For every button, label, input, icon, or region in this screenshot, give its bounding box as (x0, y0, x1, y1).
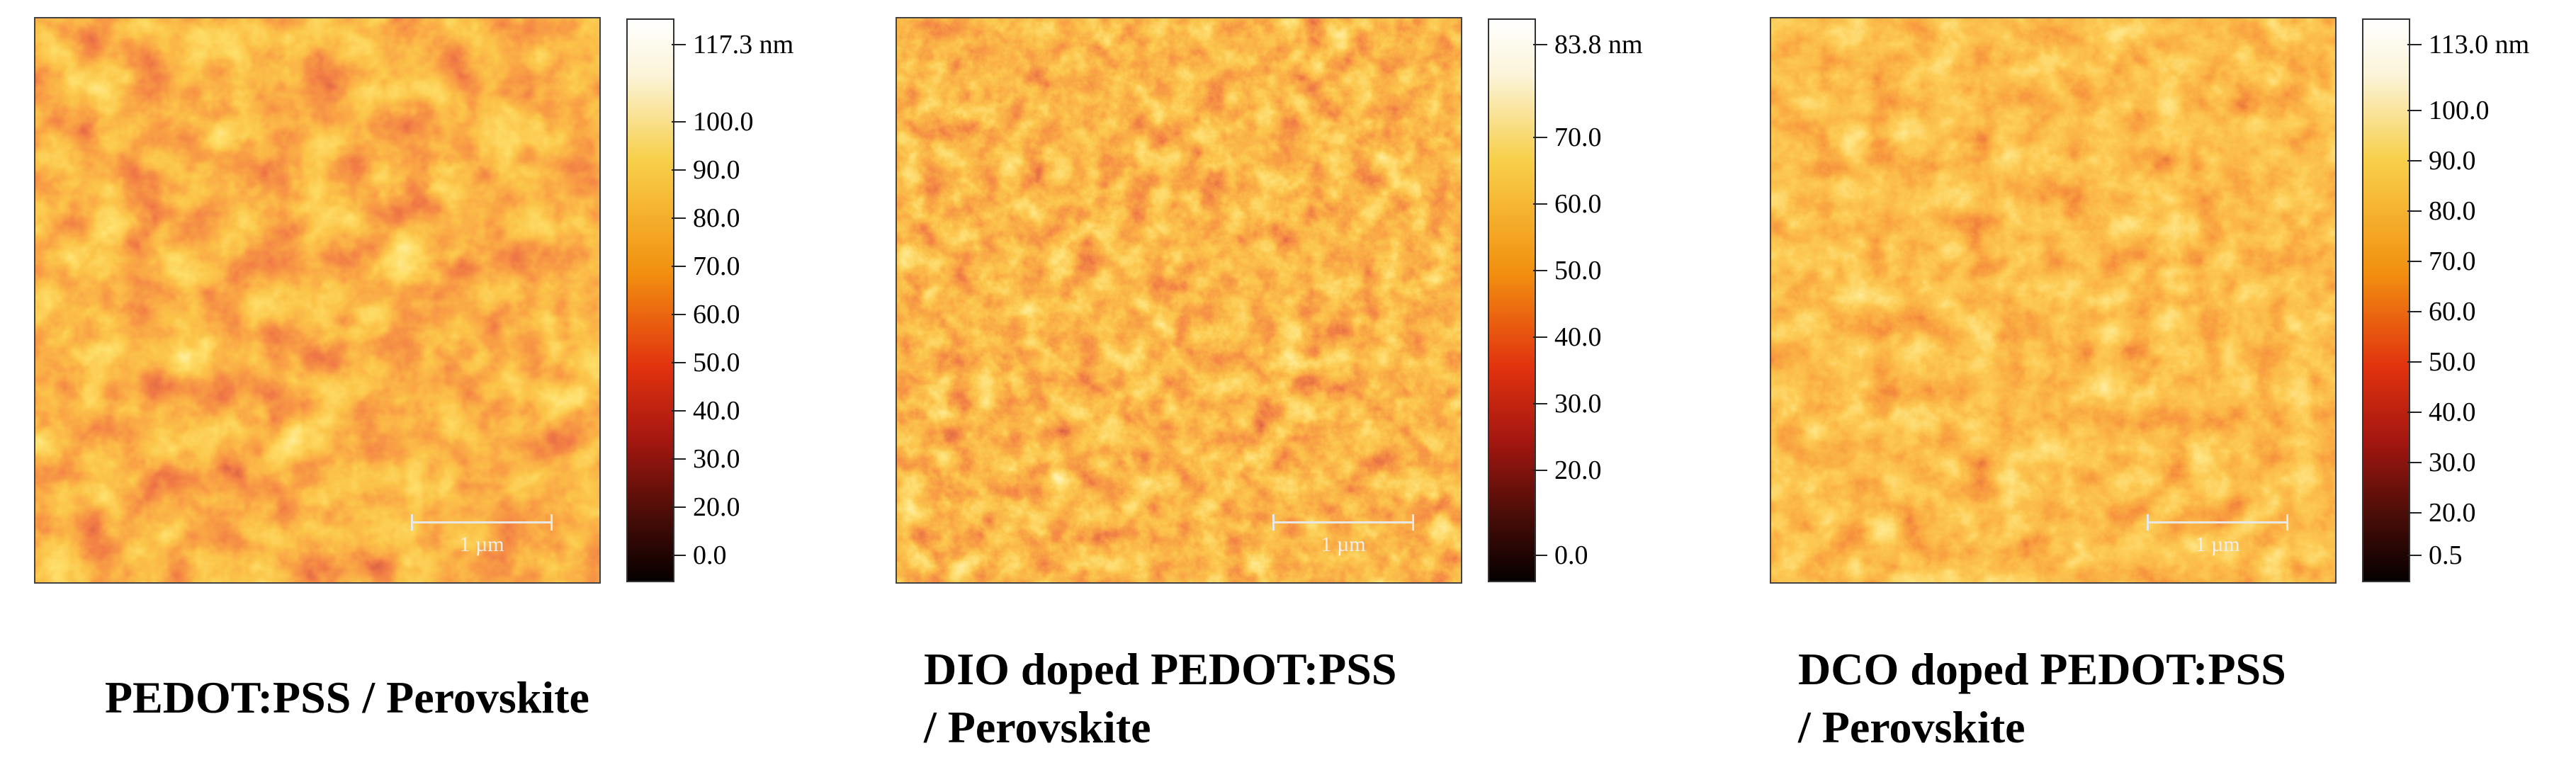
colorbar-tick-label: 50.0 (2429, 347, 2476, 377)
colorbar-tick-label: 40.0 (693, 396, 740, 426)
colorbar-tick-label: 60.0 (1554, 189, 1602, 219)
colorbar-tick-label: 30.0 (1554, 389, 1602, 419)
colorbar-tick-label: 20.0 (693, 492, 740, 522)
panel-caption: PEDOT:PSS / Perovskite (105, 669, 589, 727)
scale-bar: 1 µm (2147, 507, 2288, 556)
scale-bar: 1 µm (1272, 507, 1414, 556)
colorbar-tick-label: 80.0 (2429, 196, 2476, 226)
colorbar-tick-label: 70.0 (2429, 246, 2476, 276)
panel-caption: DIO doped PEDOT:PSS / Perovskite (924, 640, 1396, 756)
panel-caption: DCO doped PEDOT:PSS / Perovskite (1798, 640, 2286, 756)
caption-line: / Perovskite (1798, 702, 2026, 752)
afm-panel-pedot: 1 µm 117.3 nm 100.0 90.0 80.0 70.0 60.0 … (34, 17, 870, 761)
height-colorbar (2362, 18, 2410, 582)
colorbar-tick-label: 50.0 (1554, 256, 1602, 285)
afm-height-image: 1 µm (1770, 17, 2337, 584)
scale-bar-label: 1 µm (459, 533, 504, 556)
colorbar-tick-label: 100.0 (693, 107, 754, 137)
height-colorbar (1488, 18, 1536, 582)
colorbar-tick-label: 60.0 (693, 300, 740, 329)
colorbar-tick-label: 70.0 (693, 251, 740, 281)
colorbar-tick-label: 70.0 (1554, 123, 1602, 152)
scale-bar-label: 1 µm (1321, 533, 1366, 556)
colorbar-tick-label: 50.0 (693, 348, 740, 378)
scale-bar: 1 µm (411, 507, 553, 556)
colorbar-max-label: 113.0 nm (2429, 30, 2530, 60)
caption-line: PEDOT:PSS / Perovskite (105, 672, 589, 722)
colorbar-max-label: 117.3 nm (693, 30, 794, 60)
colorbar-tick-label: 100.0 (2429, 96, 2490, 125)
colorbar-tick-label: 40.0 (1554, 322, 1602, 352)
colorbar-tick-label: 90.0 (2429, 146, 2476, 176)
afm-height-image: 1 µm (34, 17, 601, 584)
colorbar-min-label: 0.0 (1554, 540, 1588, 570)
height-colorbar (626, 18, 674, 582)
colorbar-tick-label: 60.0 (2429, 297, 2476, 327)
colorbar-tick-label: 90.0 (693, 155, 740, 185)
afm-panel-dio: 1 µm 83.8 nm 70.0 60.0 50.0 40.0 30.0 20… (896, 17, 1732, 761)
colorbar-tick-label: 80.0 (693, 203, 740, 233)
colorbar-tick-label: 20.0 (1554, 455, 1602, 485)
colorbar-tick-label: 30.0 (2429, 448, 2476, 477)
colorbar-tick-label: 40.0 (2429, 397, 2476, 427)
caption-line: DCO doped PEDOT:PSS (1798, 644, 2286, 694)
scale-bar-label: 1 µm (2195, 533, 2240, 556)
colorbar-min-label: 0.5 (2429, 540, 2463, 570)
afm-height-image: 1 µm (896, 17, 1462, 584)
colorbar-min-label: 0.0 (693, 540, 727, 570)
afm-panel-dco: 1 µm 113.0 nm 100.0 90.0 80.0 70.0 60.0 … (1770, 17, 2576, 761)
colorbar-tick-label: 20.0 (2429, 498, 2476, 528)
colorbar-max-label: 83.8 nm (1554, 30, 1643, 60)
caption-line: / Perovskite (924, 702, 1151, 752)
caption-line: DIO doped PEDOT:PSS (924, 644, 1397, 694)
colorbar-tick-label: 30.0 (693, 444, 740, 474)
